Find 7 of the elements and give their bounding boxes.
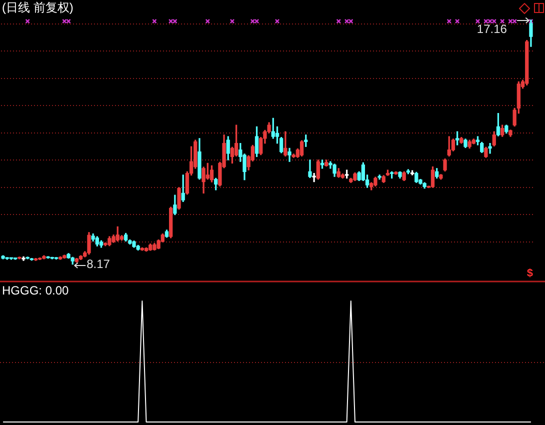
candlestick bbox=[312, 172, 316, 182]
chart-title: HGGG: 0.00 bbox=[2, 283, 70, 298]
chart-title: (日线 前复权) bbox=[2, 0, 74, 14]
candlestick bbox=[488, 142, 492, 154]
text: $ bbox=[526, 268, 534, 280]
annotation: 17.16 bbox=[476, 22, 508, 36]
annotation: 8.17 bbox=[86, 256, 110, 271]
